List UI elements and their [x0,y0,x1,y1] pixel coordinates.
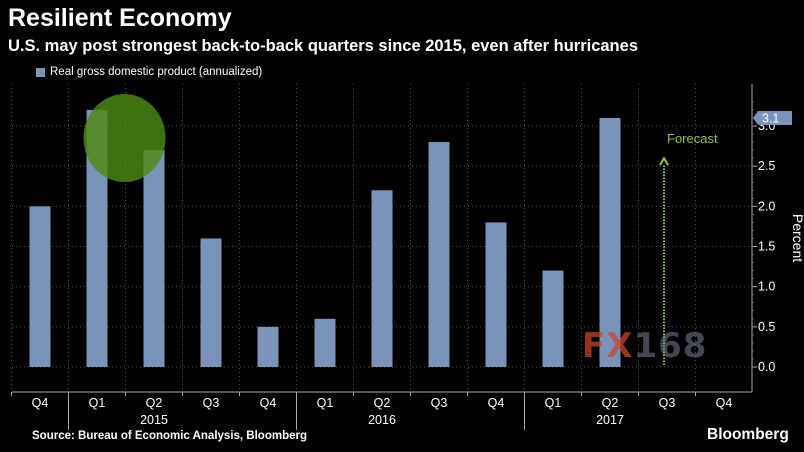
bar [485,222,507,367]
x-tick-label: Q2 [374,396,391,410]
year-label: 2016 [368,413,396,427]
fx168-watermark: FX168 [582,326,707,366]
y-tick-label: 1.0 [758,280,775,294]
y-tick-label: 0.0 [758,360,775,374]
x-tick-label: Q4 [488,396,505,410]
year-label: 2015 [140,413,168,427]
y-tick-label: 1.5 [758,240,775,254]
bar [257,326,279,367]
x-tick-label: Q2 [602,396,619,410]
last-value-label: 3.1 [762,111,779,125]
x-tick-label: Q1 [545,396,562,410]
highlight-circle [83,94,166,183]
bar [599,117,621,367]
watermark-fx: FX [582,326,634,366]
x-tick-label: Q4 [32,396,49,410]
bar [371,190,393,367]
y-tick-label: 0.5 [758,320,775,334]
x-tick-label: Q1 [317,396,334,410]
last-value-tag [753,110,792,125]
x-tick-label: Q4 [260,396,277,410]
legend-swatch [36,67,45,77]
source-note: Source: Bureau of Economic Analysis, Blo… [32,430,307,442]
bar [314,318,336,367]
bar [542,270,564,367]
watermark-num: 168 [633,326,708,366]
x-tick-label: Q3 [659,396,676,410]
x-tick-label: Q1 [89,396,106,410]
y-tick-label: 2.0 [758,199,775,213]
bar [29,206,51,367]
year-label: 2017 [596,413,624,427]
x-tick-label: Q4 [716,396,733,410]
forecast-arrow-head [659,156,669,166]
bloomberg-logo: Bloomberg [707,426,789,443]
chart-title: Resilient Economy [8,4,232,32]
forecast-label: Forecast [667,131,718,146]
x-tick-label: Q3 [431,396,448,410]
bar [428,142,450,367]
x-tick-label: Q3 [203,396,220,410]
bar [143,150,165,367]
y-axis-title: Percent [790,214,804,262]
legend: Real gross domestic product (annualized) [36,66,262,78]
x-tick-label: Q2 [146,396,163,410]
bar [200,238,222,367]
chart-subtitle: U.S. may post strongest back-to-back qua… [8,37,638,55]
legend-label: Real gross domestic product (annualized) [50,66,263,78]
y-tick-label: 2.5 [758,159,775,173]
